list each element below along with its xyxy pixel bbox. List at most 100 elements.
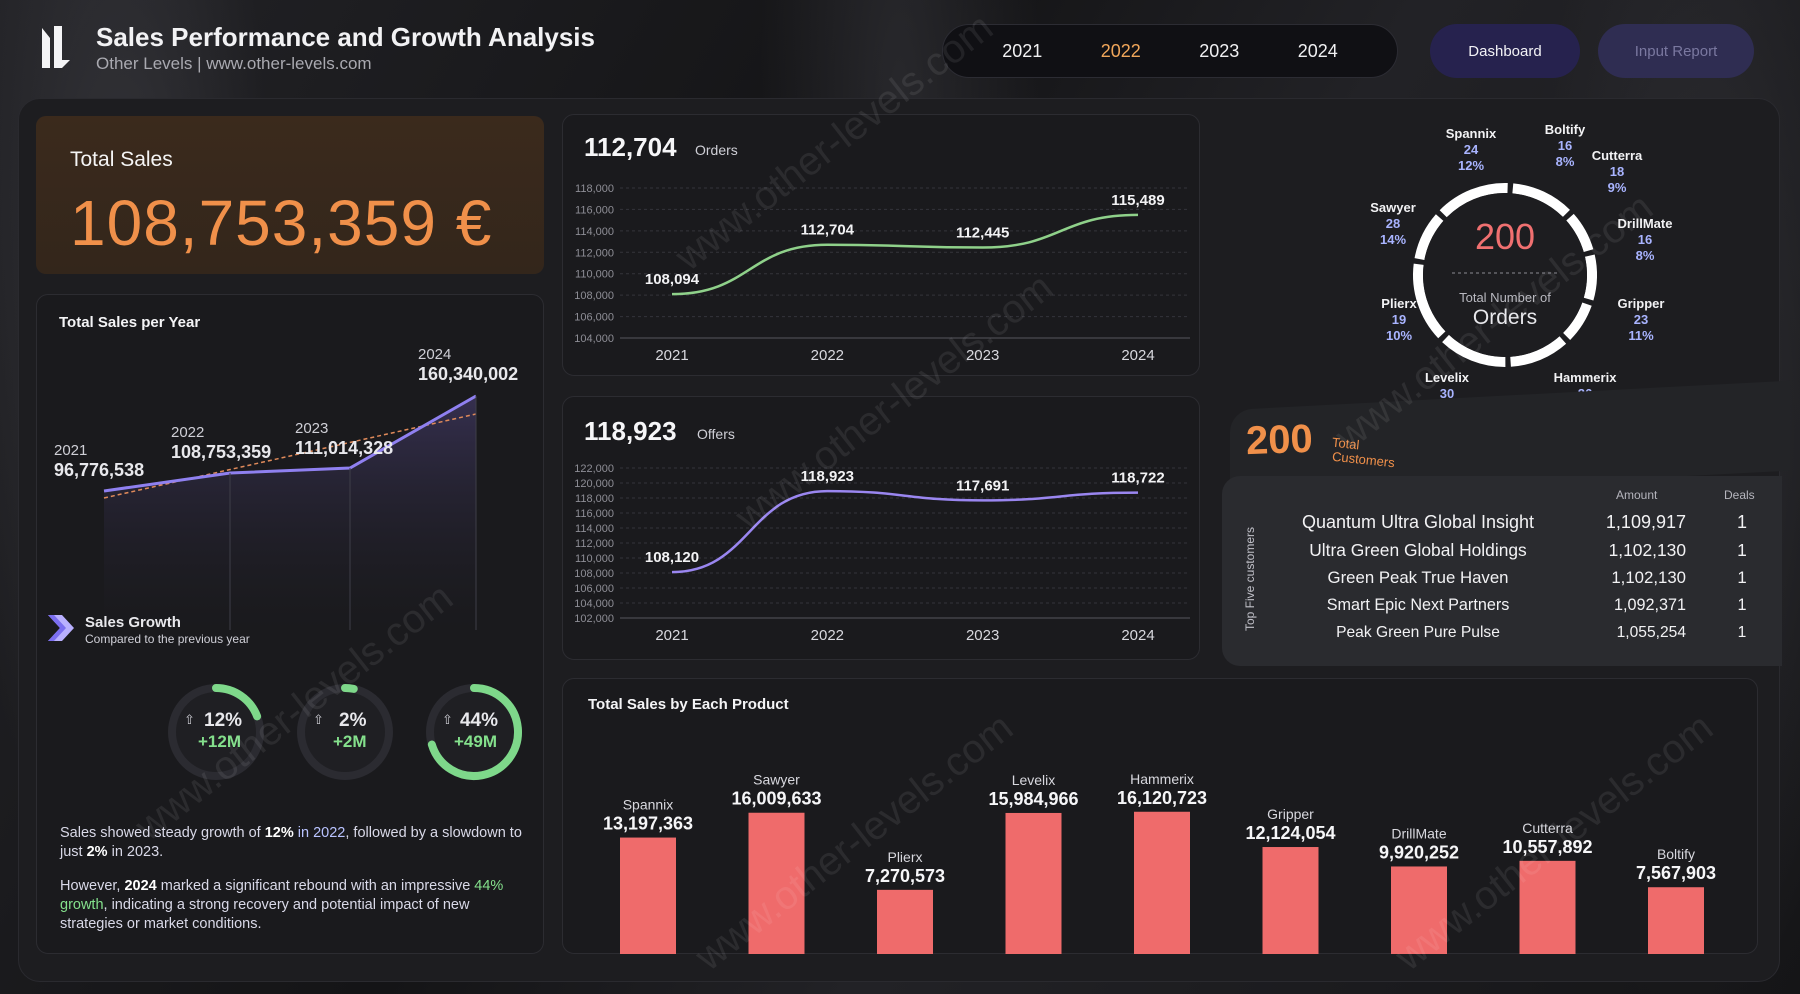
growth-delta-2024: +49M <box>454 732 497 751</box>
x-tick-label: 2024 <box>1121 347 1154 364</box>
customer-deals: 1 <box>1737 624 1747 641</box>
year-tab-2021[interactable]: 2021 <box>1002 40 1043 61</box>
arrow-up-icon: ⇧ <box>184 712 195 727</box>
data-label: 112,704 <box>801 222 855 239</box>
segment-name: Spannix <box>1445 126 1497 141</box>
x-tick-label: 2024 <box>1121 627 1154 644</box>
donut-segment-spannix <box>1512 183 1570 217</box>
data-label: 108,120 <box>645 549 699 566</box>
bar-category-label: Levelix <box>1012 772 1056 788</box>
x-tick-label: 2022 <box>811 627 844 644</box>
donut-segment-hammerix <box>1442 334 1506 367</box>
col-amount-header: Amount <box>1616 488 1658 502</box>
donut-segment-drillmate <box>1563 302 1592 340</box>
bar-value-label: 16,120,723 <box>1117 788 1207 808</box>
offers-label: Offers <box>697 426 735 442</box>
customers-value: 200 <box>1245 416 1314 464</box>
bar-category-label: Sawyer <box>753 772 800 788</box>
segment-pct: 9% <box>1607 180 1627 195</box>
input-report-button[interactable]: Input Report <box>1598 24 1754 78</box>
bar-value-label: 16,009,633 <box>731 789 821 809</box>
customer-name: Quantum Ultra Global Insight <box>1301 512 1535 532</box>
products-bar-chart: Spannix13,197,363Sawyer16,009,633Plierx7… <box>603 771 1716 954</box>
year-tab-2023[interactable]: 2023 <box>1199 40 1240 61</box>
donut-segment-boltify <box>1566 213 1594 253</box>
growth-gauge-2024 <box>426 684 522 780</box>
x-tick-label: 2021 <box>655 347 688 364</box>
bar-boltify <box>1648 887 1704 954</box>
total-sales-card <box>36 116 544 274</box>
segment-name: Sawyer <box>1370 200 1416 215</box>
data-label: 112,445 <box>956 225 1009 242</box>
segment-name: Levelix <box>1424 370 1470 385</box>
total-sales-value: 108,753,359 € <box>70 187 493 259</box>
growth-gauges <box>168 684 522 780</box>
growth-note-2: However, 2024 marked a significant rebou… <box>60 878 504 932</box>
sales-per-year-title: Total Sales per Year <box>59 314 201 331</box>
donut-label-gripper: Gripper 23 11% <box>1606 296 1676 344</box>
segment-pct: 10% <box>1385 328 1413 343</box>
data-label: 115,489 <box>1111 192 1164 209</box>
data-label: 108,094 <box>645 271 700 288</box>
donut-segment-cutterra <box>1583 254 1597 301</box>
sales-per-year-chart <box>103 394 477 630</box>
value-label-2023: 111,014,328 <box>295 438 394 458</box>
donut-segment-gripper <box>1510 336 1567 367</box>
y-tick-label: 116,000 <box>575 204 614 216</box>
segment-count: 18 <box>1609 164 1625 179</box>
x-tick-label: 2023 <box>966 347 999 364</box>
col-deals-header: Deals <box>1724 488 1755 502</box>
total-sales-label: Total Sales <box>70 148 173 171</box>
y-tick-label: 110,000 <box>575 269 614 281</box>
customer-deals: 1 <box>1737 540 1747 560</box>
donut-label-boltify: Boltify 16 8% <box>1530 122 1600 170</box>
growth-arc-2024 <box>427 684 522 780</box>
bar-category-label: Hammerix <box>1130 771 1194 787</box>
bar-plierx <box>877 889 933 954</box>
donut-segment-sawyer <box>1439 183 1508 218</box>
donut-segment-plierx <box>1414 214 1444 260</box>
orders-donut <box>1413 183 1597 367</box>
bar-value-label: 15,984,966 <box>988 789 1078 809</box>
dashboard-button[interactable]: Dashboard <box>1430 24 1580 78</box>
donut-label-2: Orders <box>1472 306 1538 329</box>
segment-name: Hammerix <box>1553 370 1617 385</box>
chevron-right-icon <box>48 615 74 641</box>
bar-category-label: Spannix <box>623 797 674 813</box>
series-line <box>671 489 1139 574</box>
brand-logo <box>42 26 70 68</box>
segment-count: 28 <box>1385 216 1401 231</box>
growth-gauge-2022 <box>168 684 264 780</box>
donut-label-spannix: Spannix 24 12% <box>1436 126 1506 174</box>
donut-label-cutterra: Cutterra 18 9% <box>1582 148 1652 196</box>
year-tab-2022[interactable]: 2022 <box>1100 40 1141 61</box>
segment-count: 30 <box>1439 386 1455 401</box>
year-tab-2024[interactable]: 2024 <box>1297 40 1338 61</box>
series-line <box>671 213 1139 296</box>
donut-value: 200 <box>1474 216 1536 257</box>
customer-amount: 1,109,917 <box>1605 512 1686 532</box>
growth-arc-2022 <box>212 684 262 721</box>
bar-category-label: Gripper <box>1267 806 1314 822</box>
offers-chart: 102,000 104,000 106,000 108,000 110,000 112,0… <box>574 463 1190 644</box>
segment-pct: 8% <box>1555 154 1575 169</box>
sales-area <box>104 396 476 630</box>
x-tick-label: 2021 <box>655 627 688 644</box>
year-label-2023: 2023 <box>295 420 329 437</box>
segment-name: Boltify <box>1544 122 1586 137</box>
donut-label-sawyer: Sawyer 28 14% <box>1358 200 1428 248</box>
orders-label: Orders <box>695 142 738 158</box>
sales-growth-subtitle: Compared to the previous year <box>85 632 250 646</box>
customer-deals: 1 <box>1736 512 1747 532</box>
segment-pct: 12% <box>1457 158 1485 173</box>
growth-pct-2024: 44% <box>460 710 499 731</box>
value-label-2024: 160,340,002 <box>418 364 519 384</box>
bar-spannix <box>620 837 676 954</box>
growth-pct-2023: 2% <box>339 710 367 731</box>
y-tick-label: 110,000 <box>575 553 614 565</box>
y-tick-label: 102,000 <box>574 613 614 625</box>
bar-value-label: 9,920,252 <box>1379 842 1459 862</box>
value-label-2021: 96,776,538 <box>54 460 145 480</box>
customer-amount: 1,102,130 <box>1611 568 1686 587</box>
donut-segments <box>1413 183 1597 367</box>
